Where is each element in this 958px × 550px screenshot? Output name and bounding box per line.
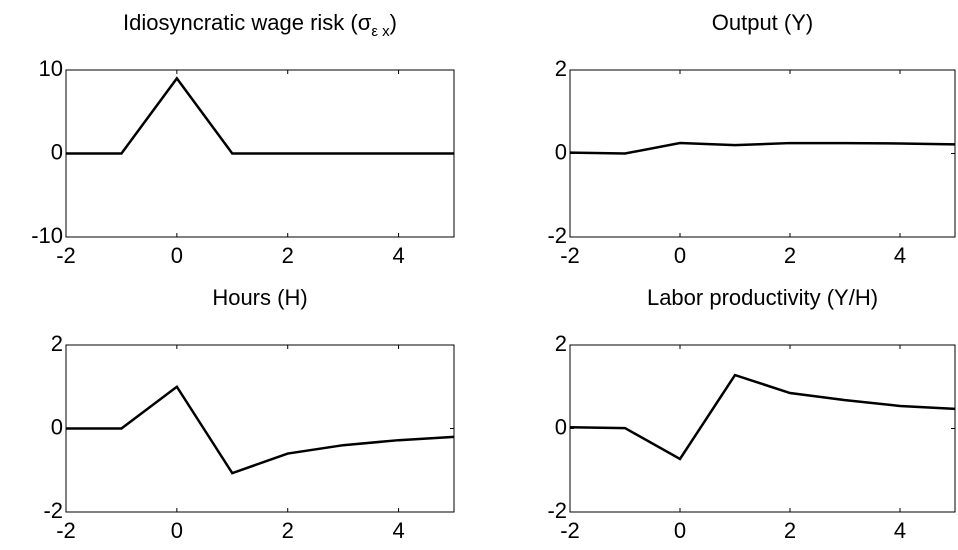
y-tick-label: -2 bbox=[43, 498, 63, 523]
y-tick-label: 0 bbox=[51, 414, 63, 439]
x-tick-label: 0 bbox=[171, 518, 183, 543]
x-tick-label: 0 bbox=[171, 243, 183, 268]
x-tick-label: 0 bbox=[674, 518, 686, 543]
x-tick-label: 4 bbox=[894, 518, 906, 543]
y-tick-label: 2 bbox=[51, 331, 63, 356]
data-line bbox=[569, 141, 956, 155]
data-line bbox=[66, 384, 455, 475]
x-tick-label: -2 bbox=[56, 518, 76, 543]
title-subscript: ε x bbox=[371, 23, 390, 40]
panel-title: Output (Y) bbox=[712, 10, 813, 35]
axes-frame bbox=[65, 344, 455, 513]
panel-title: Idiosyncratic wage risk (σε x) bbox=[123, 10, 397, 40]
x-tick-label: 0 bbox=[674, 243, 686, 268]
x-tick-label: 2 bbox=[784, 518, 796, 543]
x-tick-label: -2 bbox=[56, 243, 76, 268]
x-tick-label: -2 bbox=[560, 243, 580, 268]
data-line bbox=[66, 76, 454, 155]
y-tick-label: 0 bbox=[555, 139, 567, 164]
title-text: Output (Y) bbox=[712, 10, 813, 35]
data-line bbox=[569, 373, 956, 461]
x-tick-label: 2 bbox=[282, 518, 294, 543]
y-tick-label: -2 bbox=[547, 498, 567, 523]
title-text: Labor productivity (Y/H) bbox=[647, 285, 878, 310]
panel-title: Labor productivity (Y/H) bbox=[647, 285, 878, 310]
y-tick-label: 2 bbox=[555, 56, 567, 81]
title-text: Hours (H) bbox=[212, 285, 307, 310]
x-tick-label: -2 bbox=[560, 518, 580, 543]
y-tick-label: -2 bbox=[547, 223, 567, 248]
y-tick-label: -10 bbox=[31, 223, 63, 248]
y-tick-label: 10 bbox=[39, 56, 63, 81]
y-tick-label: 0 bbox=[555, 414, 567, 439]
y-tick-label: 2 bbox=[555, 331, 567, 356]
x-tick-label: 4 bbox=[894, 243, 906, 268]
x-tick-label: 4 bbox=[392, 518, 404, 543]
y-tick-label: 0 bbox=[51, 139, 63, 164]
x-tick-label: 2 bbox=[784, 243, 796, 268]
x-tick-label: 4 bbox=[392, 243, 404, 268]
x-tick-label: 2 bbox=[282, 243, 294, 268]
panel-title: Hours (H) bbox=[212, 285, 307, 310]
title-text: Idiosyncratic wage risk (σ bbox=[123, 10, 372, 35]
title-text-end: ) bbox=[390, 10, 397, 35]
